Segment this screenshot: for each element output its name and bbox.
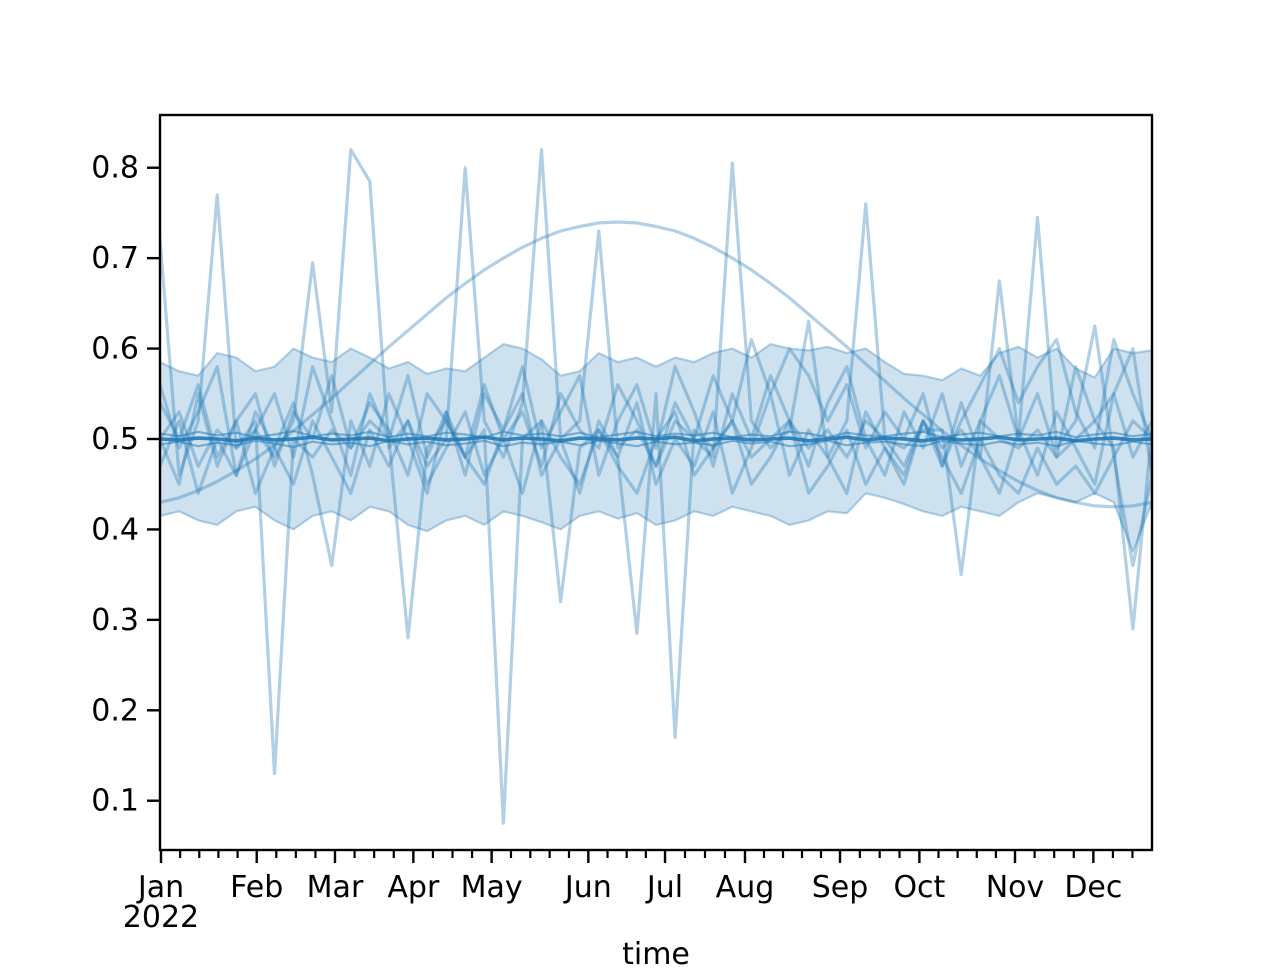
plot-spines bbox=[158, 113, 1154, 852]
y-tick-label: 0.7 bbox=[91, 241, 139, 276]
month-label: Aug bbox=[716, 870, 775, 905]
series-line-mean-line bbox=[160, 435, 1152, 443]
y-tick-label: 0.3 bbox=[91, 603, 139, 638]
month-label: Oct bbox=[893, 870, 945, 905]
x-axis-label: time bbox=[622, 937, 690, 972]
y-tick-label: 0.5 bbox=[91, 422, 139, 457]
y-tick-label: 0.2 bbox=[91, 693, 139, 728]
month-label: Apr bbox=[387, 870, 440, 905]
series-line-lower-mid-line bbox=[160, 439, 1152, 449]
month-label: Jan bbox=[136, 870, 184, 905]
series-line-volatile-member-1 bbox=[160, 148, 1152, 477]
month-label: Mar bbox=[307, 870, 364, 905]
y-tick-label: 0.6 bbox=[91, 332, 139, 367]
band-upper-edge bbox=[160, 343, 1152, 382]
band-lower-edge bbox=[160, 492, 1152, 554]
minmax-band bbox=[160, 344, 1152, 552]
series-line-member-5 bbox=[160, 347, 1152, 477]
month-label: May bbox=[461, 870, 523, 905]
y-tick-label: 0.1 bbox=[91, 784, 139, 819]
y-tick-label: 0.4 bbox=[91, 512, 139, 547]
y-axis: 0.1 0.2 0.3 0.4 0.5 0.6 0.7 0.8 bbox=[91, 151, 160, 819]
month-label: Feb bbox=[230, 870, 283, 905]
year-label: 2022 bbox=[123, 900, 199, 935]
plot-area bbox=[160, 148, 1152, 825]
month-label: Nov bbox=[986, 870, 1045, 905]
series-line-member-6 bbox=[160, 392, 1152, 568]
month-label: Jun bbox=[563, 870, 612, 905]
y-tick-label: 0.8 bbox=[91, 151, 139, 186]
month-label: Dec bbox=[1064, 870, 1122, 905]
month-label: Jul bbox=[645, 870, 683, 905]
series-line-member-3 bbox=[160, 337, 1152, 477]
series-line-upper-mid-line bbox=[160, 429, 1152, 439]
month-label: Sep bbox=[812, 870, 869, 905]
series-line-seasonal-trend bbox=[160, 220, 1152, 509]
